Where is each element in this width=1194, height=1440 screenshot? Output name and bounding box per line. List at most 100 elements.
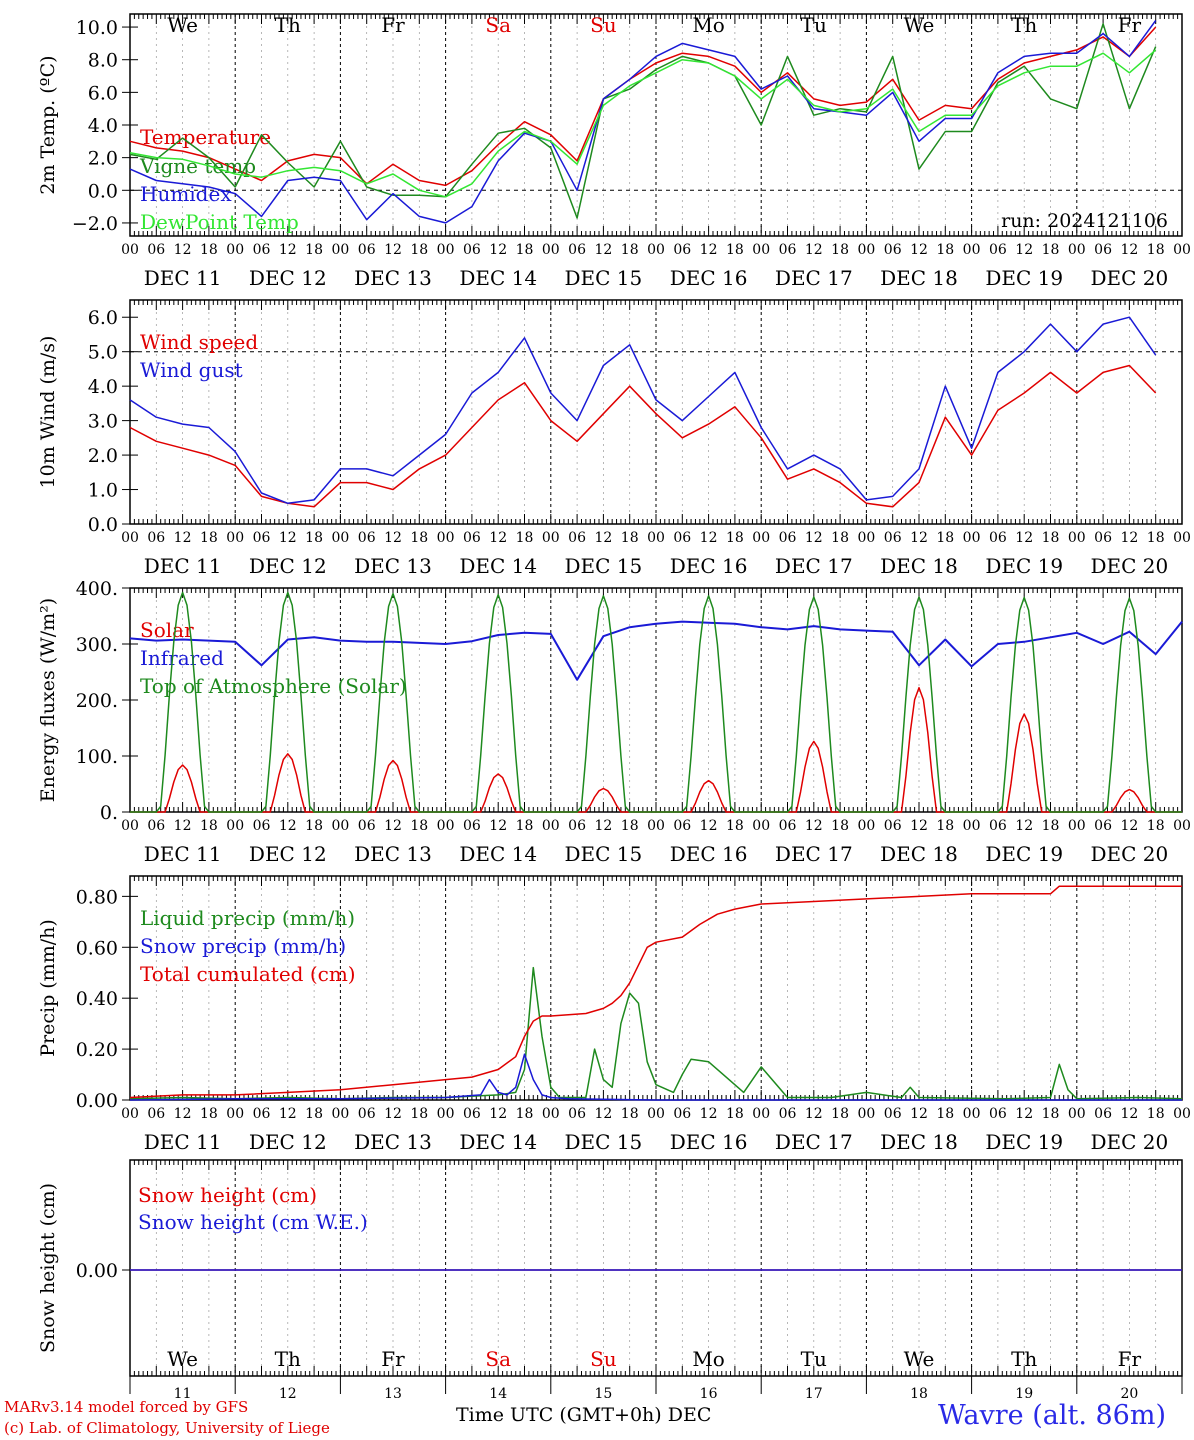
- date-label: DEC 12: [249, 266, 327, 290]
- hour-label: 06: [1094, 1106, 1112, 1122]
- y-tick-label: 4.0: [88, 115, 118, 137]
- weekday-label: Th: [1011, 1347, 1037, 1371]
- hour-label: 18: [936, 1106, 954, 1122]
- weekday-label: Tu: [801, 13, 827, 37]
- hour-label: 00: [121, 1106, 139, 1122]
- date-label: DEC 18: [880, 554, 958, 578]
- weekday-label: Mo: [692, 13, 725, 37]
- hour-label: 18: [1147, 818, 1165, 834]
- hour-label: 12: [1120, 1106, 1138, 1122]
- hour-label: 00: [226, 530, 244, 546]
- date-label: DEC 19: [985, 266, 1063, 290]
- hour-label: 00: [542, 818, 560, 834]
- y-tick-label: 0.00: [76, 1260, 118, 1282]
- hour-label: 06: [779, 242, 797, 258]
- hour-label: 00: [1173, 1106, 1191, 1122]
- y-tick-label: 0.80: [76, 886, 118, 908]
- hour-label: 12: [805, 242, 823, 258]
- hour-label: 00: [1068, 1106, 1086, 1122]
- date-label: DEC 17: [775, 1130, 853, 1154]
- series-line: [129, 26, 1157, 187]
- date-label: DEC 17: [775, 842, 853, 866]
- day-number: 19: [1015, 1386, 1033, 1402]
- legend-entry: Snow height (cm): [138, 1183, 317, 1207]
- y-tick-label: 1.0: [88, 480, 118, 502]
- y-tick-label: 5.0: [88, 342, 118, 364]
- legend-entry: Humidex: [140, 182, 232, 206]
- hour-label: 06: [358, 242, 376, 258]
- hour-label: 00: [752, 818, 770, 834]
- weekday-label: Th: [1011, 13, 1037, 37]
- hour-label: 06: [673, 818, 691, 834]
- weekday-label: We: [904, 13, 935, 37]
- hour-label: 06: [1094, 530, 1112, 546]
- date-label: DEC 15: [565, 1130, 643, 1154]
- credit-line-2: (c) Lab. of Climatology, University of L…: [4, 1419, 330, 1437]
- hour-label: 12: [174, 818, 192, 834]
- hour-label: 00: [121, 818, 139, 834]
- hour-label: 18: [410, 242, 428, 258]
- date-label: DEC 19: [985, 554, 1063, 578]
- hour-label: 12: [1120, 818, 1138, 834]
- hour-label: 00: [331, 242, 349, 258]
- time-axis-month: DEC: [667, 1404, 712, 1426]
- hour-label: 18: [621, 818, 639, 834]
- hour-label: 12: [594, 242, 612, 258]
- hour-label: 18: [726, 530, 744, 546]
- y-axis-title: Snow height (cm): [37, 1183, 59, 1353]
- series-line: [129, 49, 1157, 198]
- y-axis-title: Precip (mm/h): [37, 919, 59, 1057]
- hour-label: 00: [226, 242, 244, 258]
- hour-label: 06: [989, 818, 1007, 834]
- hour-label: 18: [621, 1106, 639, 1122]
- hour-label: 12: [805, 1106, 823, 1122]
- hour-label: 00: [647, 818, 665, 834]
- hour-label: 00: [226, 818, 244, 834]
- hour-label: 06: [884, 818, 902, 834]
- hour-label: 00: [226, 1106, 244, 1122]
- date-label: DEC 18: [880, 266, 958, 290]
- hour-label: 12: [594, 530, 612, 546]
- hour-label: 00: [963, 242, 981, 258]
- y-axis-title: 2m Temp. (ºC): [37, 55, 59, 194]
- date-label: DEC 20: [1091, 842, 1169, 866]
- date-label: DEC 17: [775, 554, 853, 578]
- hour-label: 18: [516, 1106, 534, 1122]
- hour-label: 00: [331, 1106, 349, 1122]
- hour-label: 18: [936, 530, 954, 546]
- hour-label: 00: [857, 530, 875, 546]
- y-tick-label: 10.0: [76, 17, 118, 39]
- y-tick-label: 2.0: [88, 445, 118, 467]
- hour-label: 12: [910, 1106, 928, 1122]
- day-number: 18: [910, 1386, 928, 1402]
- date-label: DEC 11: [144, 842, 222, 866]
- panel-frame: [129, 587, 1183, 813]
- legend-entry: Solar: [140, 618, 194, 642]
- date-label: DEC 11: [144, 266, 222, 290]
- y-axis-title: Energy fluxes (W/m²): [37, 598, 59, 802]
- hour-label: 06: [989, 530, 1007, 546]
- weekday-label: Su: [590, 13, 617, 37]
- date-label: DEC 15: [565, 554, 643, 578]
- y-tick-label: 8.0: [88, 50, 118, 72]
- hour-label: 00: [121, 530, 139, 546]
- hour-label: 00: [647, 242, 665, 258]
- date-label: DEC 16: [670, 554, 748, 578]
- day-number: 16: [700, 1386, 718, 1402]
- hour-label: 12: [1015, 242, 1033, 258]
- date-label: DEC 14: [459, 1130, 537, 1154]
- hour-label: 06: [673, 1106, 691, 1122]
- legend-entry: Wind gust: [140, 358, 243, 382]
- hour-label: 12: [489, 242, 507, 258]
- hour-label: 00: [857, 818, 875, 834]
- hour-label: 12: [489, 818, 507, 834]
- hour-label: 00: [857, 1106, 875, 1122]
- hour-label: 18: [1147, 530, 1165, 546]
- hour-label: 12: [594, 818, 612, 834]
- hour-label: 18: [305, 818, 323, 834]
- y-tick-label: 0.60: [76, 937, 118, 959]
- hour-label: 06: [253, 818, 271, 834]
- hour-label: 00: [1173, 242, 1191, 258]
- hour-label: 12: [1120, 242, 1138, 258]
- weekday-label: Fr: [381, 13, 405, 37]
